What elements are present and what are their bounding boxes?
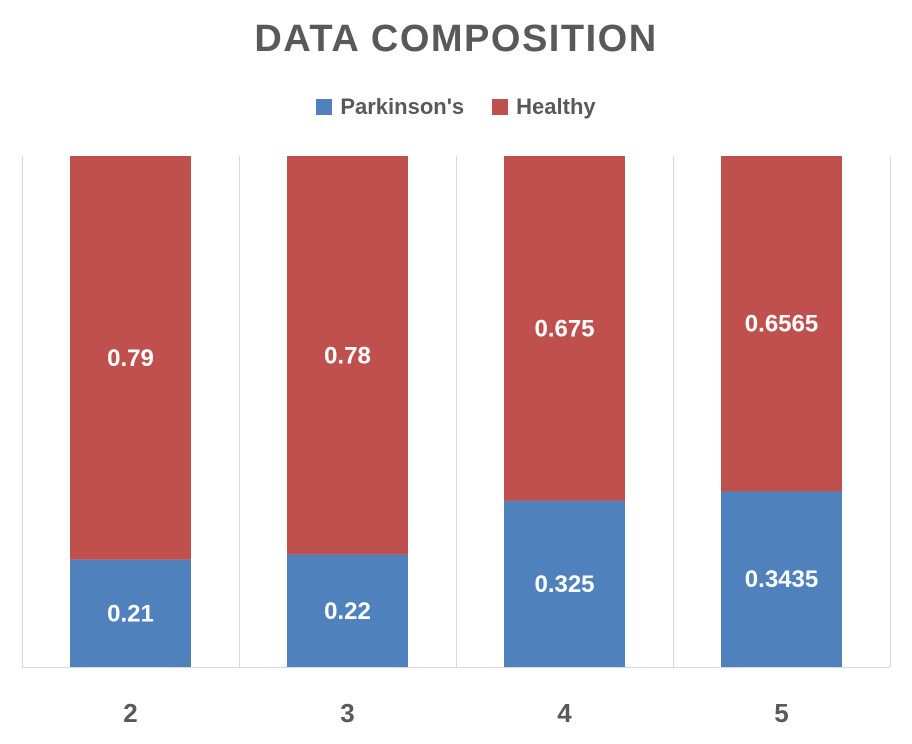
bar-healthy-4 — [504, 156, 625, 501]
legend-label-parkinsons: Parkinson's — [340, 94, 465, 119]
data-label-healthy-4: 0.675 — [534, 315, 594, 342]
x-tick-label-5: 5 — [774, 698, 788, 728]
data-label-parkinsons-3: 0.22 — [324, 598, 371, 625]
legend-item-parkinsons: Parkinson's — [316, 94, 464, 120]
data-label-parkinsons-4: 0.325 — [534, 571, 594, 598]
x-tick-label-2: 2 — [123, 698, 137, 728]
bar-healthy-3 — [287, 156, 408, 555]
x-tick-label-3: 3 — [340, 698, 354, 728]
chart-title: DATA COMPOSITION — [254, 18, 658, 60]
data-label-parkinsons-2: 0.21 — [107, 600, 154, 627]
legend-label-healthy: Healthy — [516, 94, 596, 119]
legend-swatch-healthy — [492, 99, 509, 115]
legend-item-healthy: Healthy — [492, 94, 596, 120]
data-label-parkinsons-5: 0.3435 — [745, 566, 818, 593]
bar-parkinsons-4 — [504, 500, 625, 667]
bar-parkinsons-3 — [287, 554, 408, 667]
data-label-healthy-3: 0.78 — [324, 342, 371, 369]
bar-healthy-2 — [70, 156, 191, 560]
bar-healthy-5 — [721, 156, 842, 492]
bar-parkinsons-5 — [721, 491, 842, 667]
legend-swatch-parkinsons — [316, 99, 333, 115]
data-label-healthy-2: 0.79 — [107, 345, 154, 372]
chart-legend: Parkinson's Healthy — [0, 94, 912, 120]
x-tick-label-4: 4 — [557, 698, 572, 728]
bar-parkinsons-2 — [70, 559, 191, 667]
data-label-healthy-5: 0.6565 — [745, 311, 818, 338]
